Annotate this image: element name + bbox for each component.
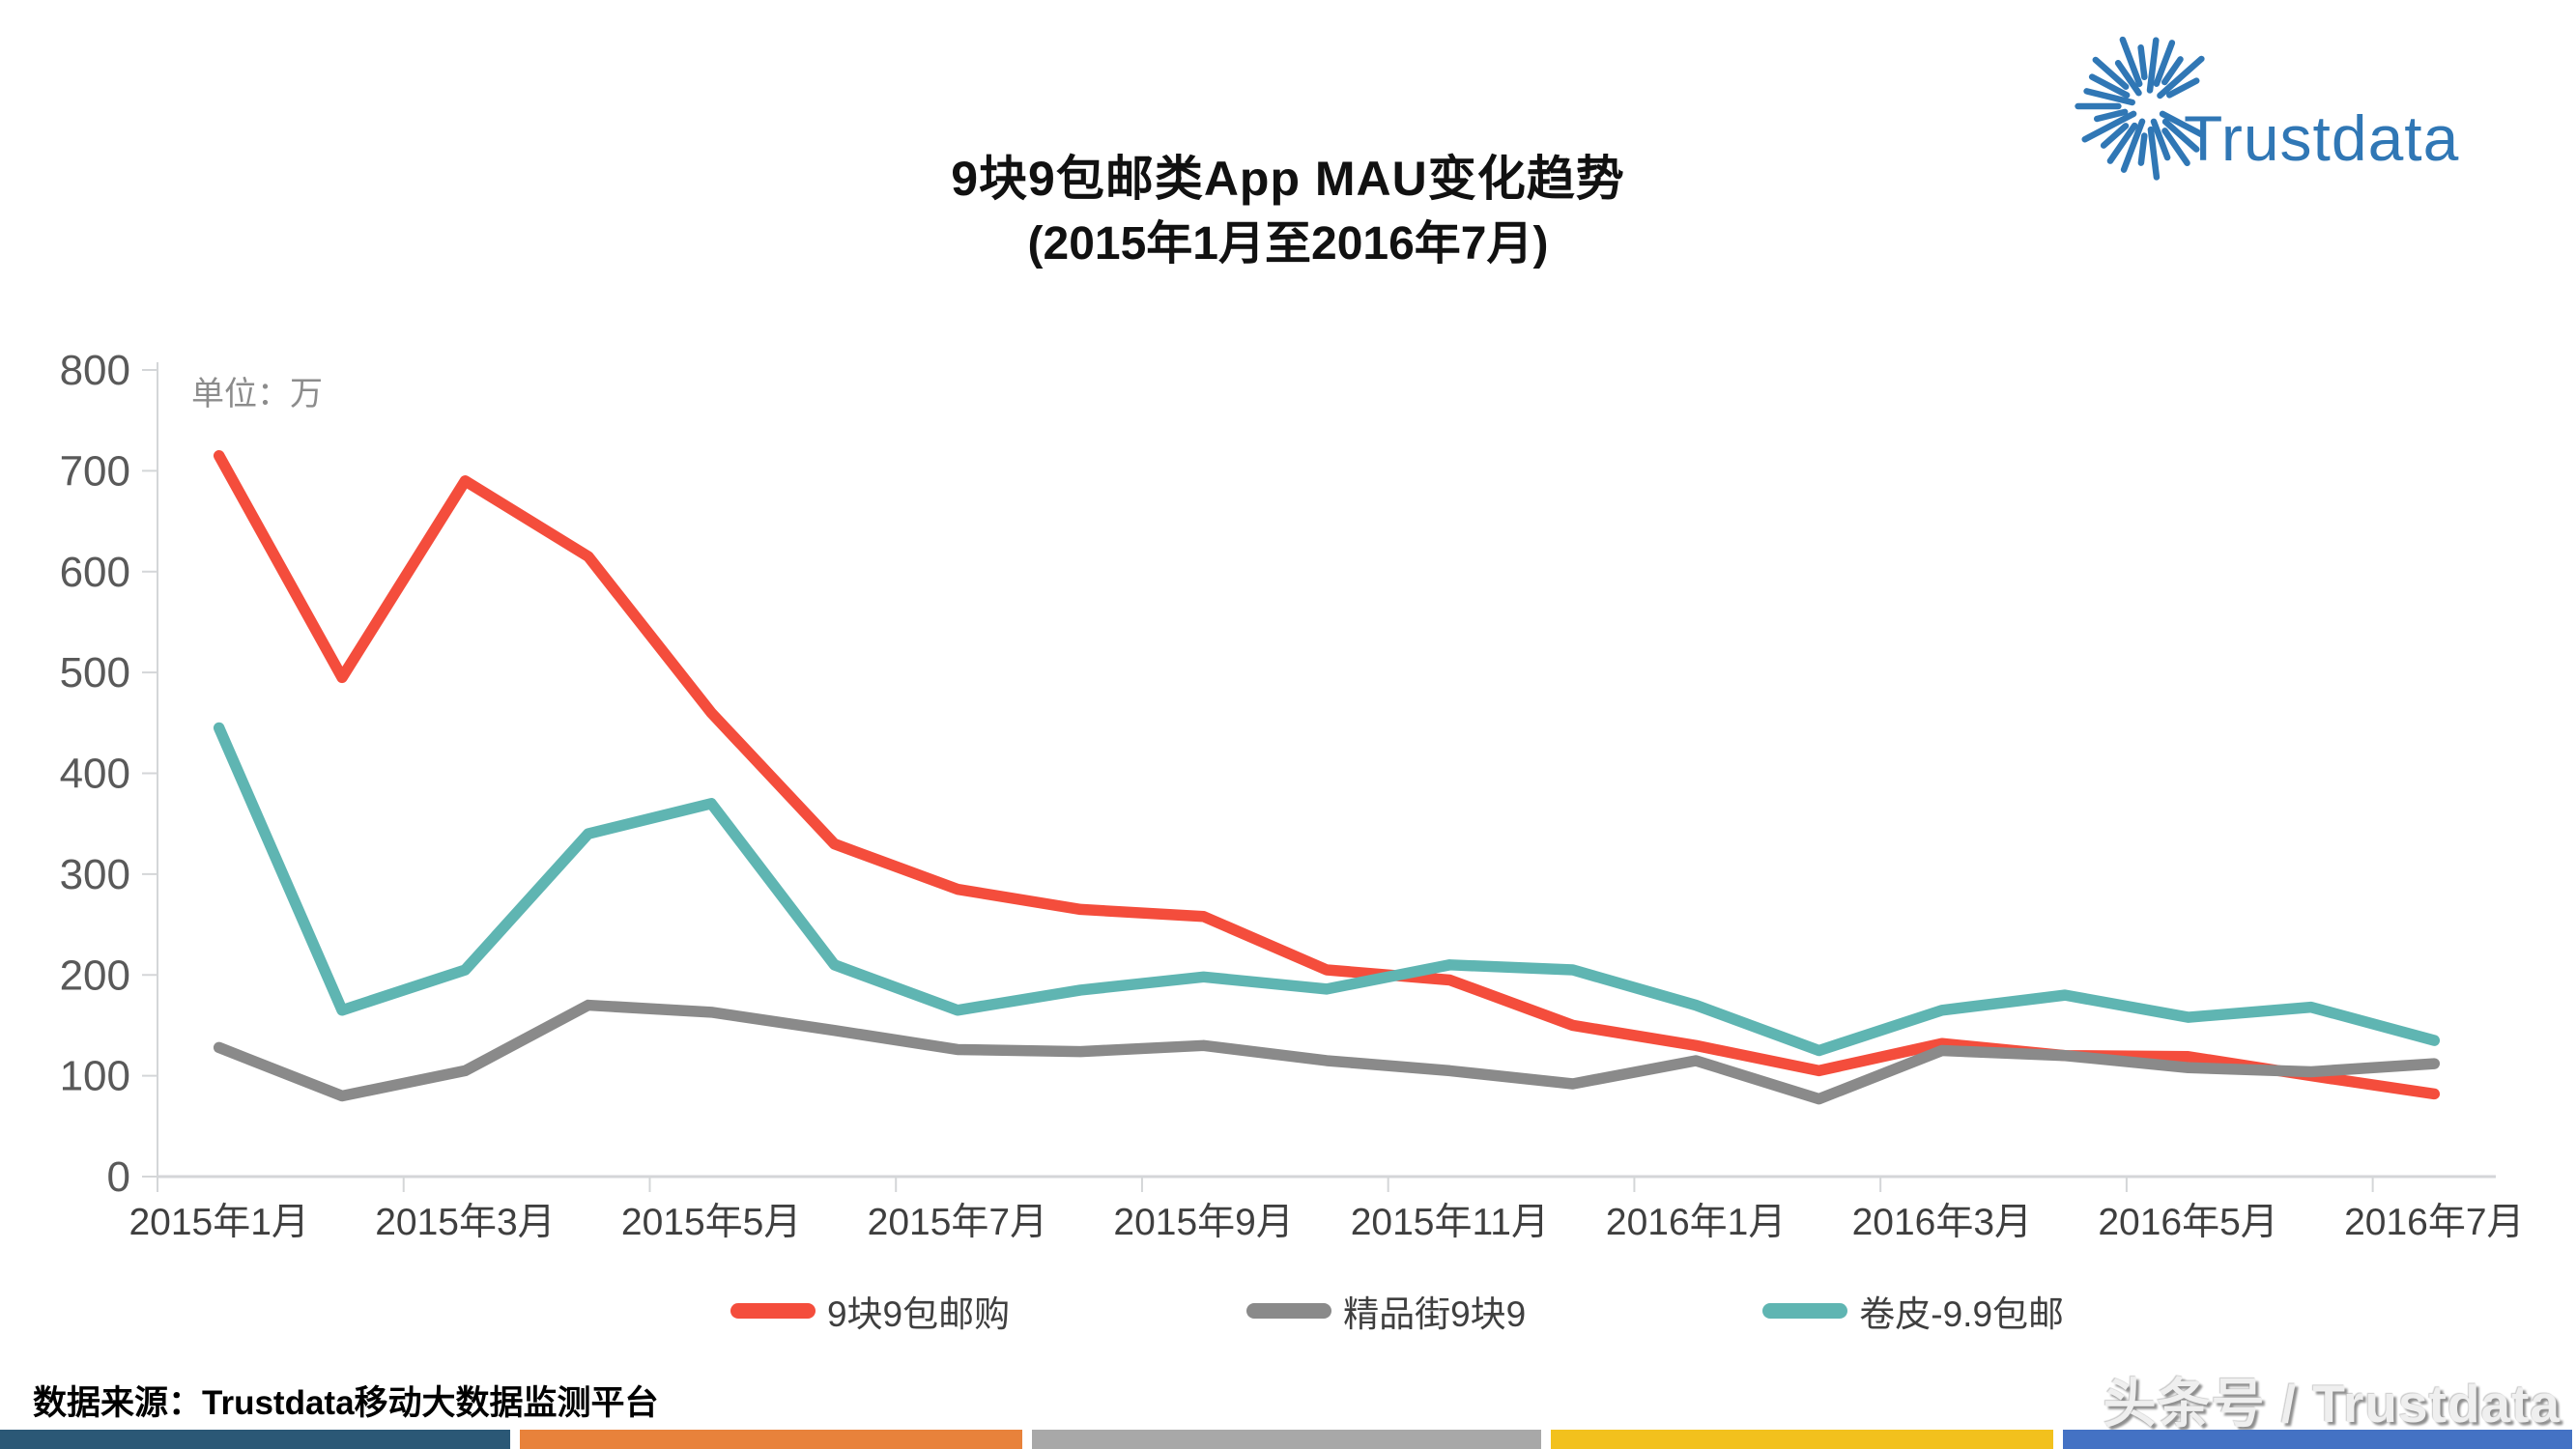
sunburst-ray [2161, 56, 2184, 86]
sunburst-ray [2093, 108, 2129, 123]
y-tick-label: 700 [60, 447, 130, 495]
x-tick-label: 2015年11月 [1351, 1202, 1549, 1243]
sunburst-ray [2147, 126, 2161, 181]
y-tick-label: 600 [60, 549, 130, 596]
sunburst-ray [2161, 128, 2190, 167]
x-tick-label: 2016年1月 [1606, 1202, 1786, 1243]
sunburst-ray [2137, 43, 2148, 81]
logo-wordmark: Trustdata [2184, 102, 2459, 174]
legend-label: 卷皮-9.9包邮 [1859, 1294, 2065, 1334]
x-tick-label: 2015年9月 [1113, 1202, 1293, 1243]
watermark-text: 头条号 / Trustdata [2103, 1374, 2561, 1434]
footer-bar-segment [520, 1430, 1022, 1449]
unit-label: 单位：万 [191, 376, 323, 412]
data-source-note: 数据来源：Trustdata移动大数据监测平台 [33, 1384, 659, 1422]
sunburst-ray [2150, 118, 2171, 161]
sunburst-ray [2092, 56, 2130, 90]
chart-title: 9块9包邮类App MAU变化趋势 [951, 152, 1625, 206]
footer-bar-segment [2063, 1430, 2572, 1449]
sunburst-ray [2119, 36, 2143, 88]
footer-bar-segment [1551, 1430, 2053, 1449]
y-tick-label: 400 [60, 751, 130, 798]
legend-label: 精品街9块9 [1343, 1294, 1527, 1334]
sunburst-ray [2157, 55, 2205, 99]
sunburst-ray [2100, 123, 2130, 149]
sunburst-ray [2081, 110, 2137, 143]
y-tick-label: 300 [60, 851, 130, 898]
sunburst-ray [2165, 77, 2200, 99]
footer-bar-segment [0, 1430, 510, 1449]
series-line-2 [213, 722, 2441, 1057]
x-tick-label: 2015年3月 [375, 1202, 555, 1243]
x-tick-label: 2016年3月 [1852, 1202, 2032, 1243]
y-tick-label: 800 [60, 347, 130, 394]
x-tick-label: 2015年5月 [621, 1202, 801, 1243]
legend-swatch-icon [730, 1303, 816, 1319]
sunburst-ray [2083, 88, 2135, 106]
y-tick-label: 100 [60, 1053, 130, 1100]
footer-color-bar [0, 1430, 2576, 1449]
footer-bar-segment [1032, 1430, 1541, 1449]
legend-item: 精品街9块9 [1246, 1285, 1526, 1337]
x-tick-label: 2015年1月 [129, 1202, 308, 1243]
chart-subtitle: (2015年1月至2016年7月) [1027, 218, 1549, 270]
sunburst-ray [2146, 37, 2160, 94]
trustdata-logo: Trustdata [2075, 36, 2459, 181]
y-tick-label: 0 [107, 1153, 130, 1201]
chart-legend: 9块9包邮购 精品街9块9 卷皮-9.9包邮 [109, 1285, 2576, 1337]
sunburst-ray [2137, 132, 2148, 166]
legend-label: 9块9包邮购 [826, 1294, 1011, 1334]
y-tick-label: 200 [60, 952, 130, 999]
sunburst-ray [2159, 110, 2206, 138]
y-tick-label: 500 [60, 649, 130, 696]
chart-title-block: 9块9包邮类App MAU变化趋势 (2015年1月至2016年7月) [0, 145, 2576, 276]
sunburst-ray [2088, 73, 2131, 99]
sunburst-icon [2075, 36, 2206, 181]
x-tick-label: 2015年7月 [868, 1202, 1047, 1243]
sunburst-ray [2153, 40, 2176, 87]
legend-item: 卷皮-9.9包邮 [1762, 1285, 2064, 1337]
sunburst-ray [2161, 118, 2200, 153]
legend-item: 9块9包邮购 [730, 1285, 1010, 1337]
x-tick-label: 2016年5月 [2098, 1202, 2277, 1243]
sunburst-ray [2120, 118, 2146, 173]
x-tick-label: 2016年7月 [2344, 1202, 2524, 1243]
legend-swatch-icon [1246, 1303, 1332, 1319]
sunburst-ray [2114, 59, 2142, 97]
legend-swatch-icon [1762, 1303, 1848, 1319]
sunburst-ray [2106, 122, 2138, 164]
series-line-1 [213, 999, 2441, 1105]
